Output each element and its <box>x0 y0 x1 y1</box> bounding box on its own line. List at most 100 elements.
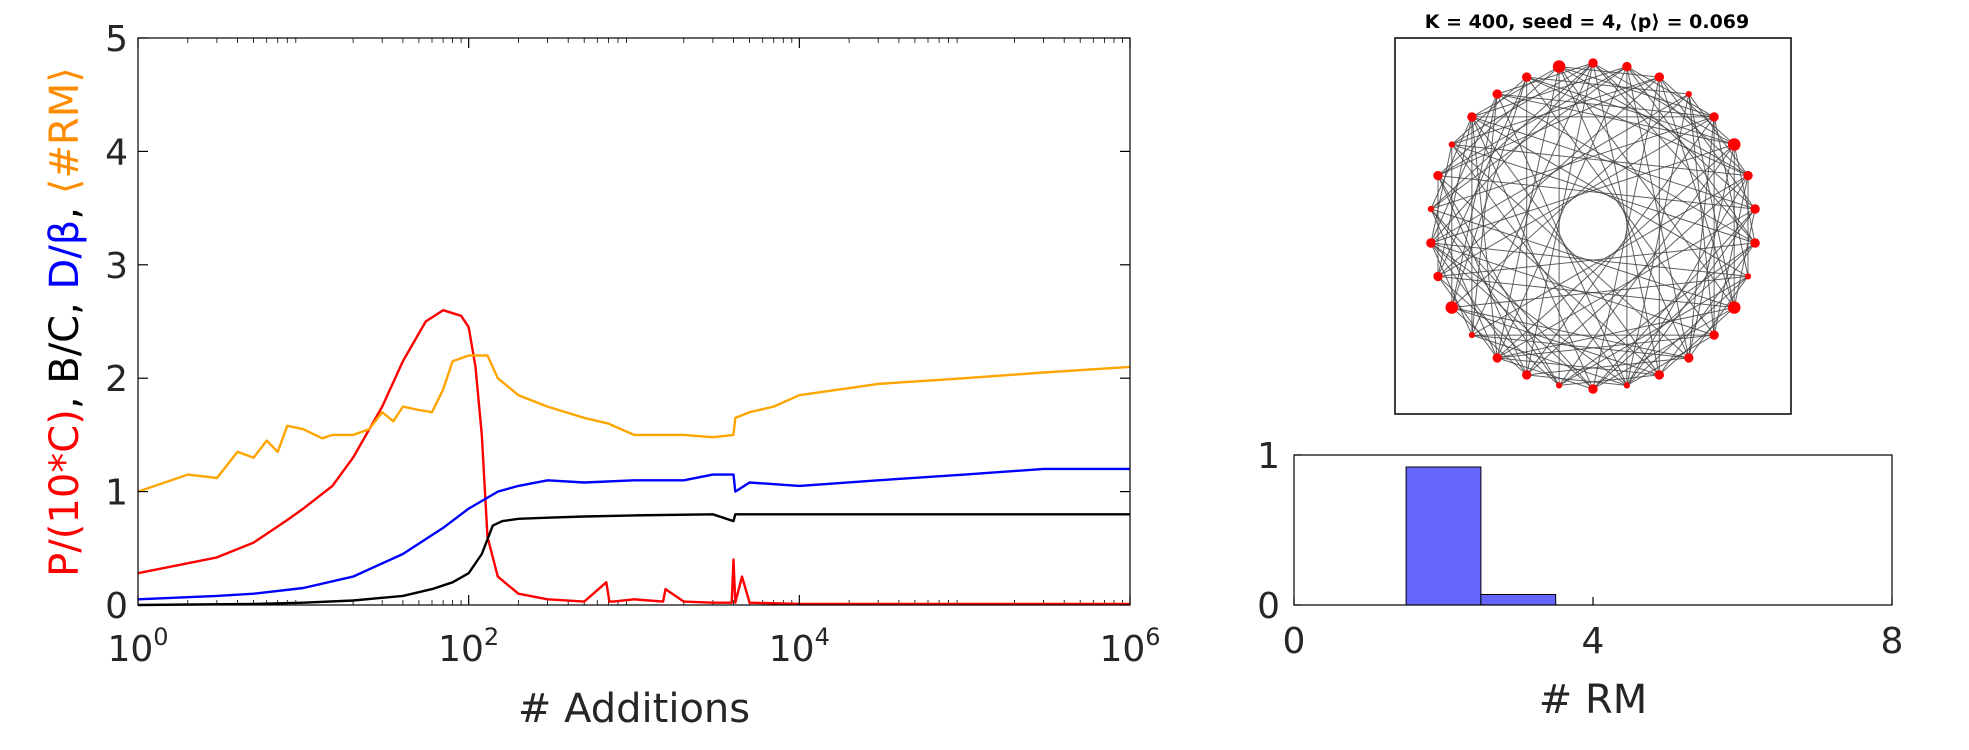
network-node <box>1709 330 1719 340</box>
network-edge <box>1430 242 1594 390</box>
network-edge <box>1658 242 1756 376</box>
hist-y-tick-label: 1 <box>1257 436 1280 477</box>
network-node <box>1654 72 1665 82</box>
network-edge <box>1496 66 1628 359</box>
network-edge <box>1592 242 1756 390</box>
network-node <box>1522 72 1532 82</box>
network-edge <box>1713 116 1749 277</box>
network-edge <box>1526 76 1749 177</box>
x-tick-label: 104 <box>769 623 830 670</box>
network-edge <box>1592 62 1756 244</box>
histogram-axes-box <box>1293 454 1893 606</box>
network-title: K = 400, seed = 4, ⟨p⟩ = 0.069 <box>1425 11 1749 33</box>
network-node <box>1522 370 1532 380</box>
network-edge <box>1451 76 1528 308</box>
hist-x-tick-label: 8 <box>1881 621 1904 662</box>
network-node <box>1492 353 1502 363</box>
network-edge <box>1558 144 1735 386</box>
network-edge <box>1592 62 1735 145</box>
network-frame <box>1394 37 1792 415</box>
y-tick-label: 0 <box>105 586 128 627</box>
network-edge <box>1626 66 1749 176</box>
network-edge <box>1558 242 1756 386</box>
network-node <box>1552 60 1566 73</box>
network-edge <box>1430 66 1628 210</box>
y-tick-label: 3 <box>105 246 128 287</box>
network-edge <box>1558 66 1749 177</box>
network-node <box>1709 112 1719 122</box>
network-edge <box>1437 175 1560 386</box>
network-edge <box>1451 144 1756 244</box>
network-edge <box>1430 93 1690 244</box>
network-node <box>1727 301 1741 314</box>
network-edge <box>1526 116 1715 376</box>
network-edge <box>1451 93 1690 308</box>
network-edge <box>1526 76 1735 145</box>
network-edge <box>1430 208 1735 308</box>
network-node <box>1448 141 1455 148</box>
series-line <box>137 354 1131 493</box>
network-node <box>1433 170 1443 181</box>
network-node <box>1654 370 1665 380</box>
network-edge <box>1497 307 1735 359</box>
network-edge <box>1688 94 1715 336</box>
y-tick-label: 2 <box>105 359 128 400</box>
network-edge <box>1526 76 1715 336</box>
network-edge <box>1451 144 1628 386</box>
x-tick-label: 100 <box>107 623 168 670</box>
network-edge <box>1437 66 1560 176</box>
line-chart: 0 1 2 3 4 5 100 102 104 106 # Additions P/(10*C),… <box>42 19 1161 732</box>
ylabel-part: P/(10*C) <box>42 409 88 577</box>
network-edge <box>1437 276 1498 359</box>
network-edge <box>1430 242 1628 386</box>
series-line <box>137 309 1130 606</box>
network-edge <box>1430 144 1735 244</box>
network-node <box>1623 382 1630 389</box>
network-edge <box>1437 76 1660 177</box>
y-tick-label: 4 <box>105 132 128 173</box>
line-chart-xlabel: # Additions <box>518 686 750 732</box>
network-node <box>1744 273 1752 280</box>
x-tick-label: 102 <box>438 623 499 670</box>
hist-x-tick-label: 0 <box>1283 621 1306 662</box>
network-node <box>1750 204 1760 214</box>
network-edge <box>1437 175 1756 210</box>
network-edge <box>1592 208 1756 390</box>
network-node <box>1556 382 1563 389</box>
network-edge <box>1558 66 1690 359</box>
network-node <box>1426 238 1436 248</box>
network-edge <box>1592 62 1660 376</box>
network-edge <box>1526 374 1627 386</box>
network-edges <box>1430 62 1756 390</box>
network-edge <box>1658 76 1735 308</box>
network-node <box>1468 332 1475 339</box>
network-node <box>1684 353 1694 363</box>
network-node <box>1750 238 1760 248</box>
network-edge <box>1526 62 1594 376</box>
network-edge <box>1430 242 1715 336</box>
network-node <box>1433 271 1443 282</box>
network-edge <box>1430 208 1594 390</box>
ylabel-part: , <box>42 194 88 219</box>
network-edge <box>1626 276 1749 386</box>
network-edge <box>1496 66 1560 359</box>
x-tick-label: 106 <box>1099 623 1160 670</box>
network-node <box>1467 112 1477 122</box>
network-edge <box>1437 276 1560 386</box>
network-edge <box>1496 93 1756 244</box>
histogram-ticks: 0 4 8 0 1 <box>1257 436 1903 662</box>
network-edge <box>1471 116 1749 277</box>
line-chart-minor-ticks <box>187 38 1123 605</box>
network-edge <box>1451 307 1660 376</box>
network-edge <box>1497 334 1715 359</box>
network-edge <box>1658 76 1756 210</box>
network-edge <box>1451 275 1749 308</box>
network-edge <box>1626 93 1690 386</box>
network-edge <box>1437 116 1473 277</box>
network-edge <box>1526 357 1689 376</box>
network-edge <box>1430 93 1498 244</box>
network-edge <box>1471 66 1560 118</box>
network-edge <box>1471 334 1628 386</box>
network-edge <box>1437 76 1660 277</box>
